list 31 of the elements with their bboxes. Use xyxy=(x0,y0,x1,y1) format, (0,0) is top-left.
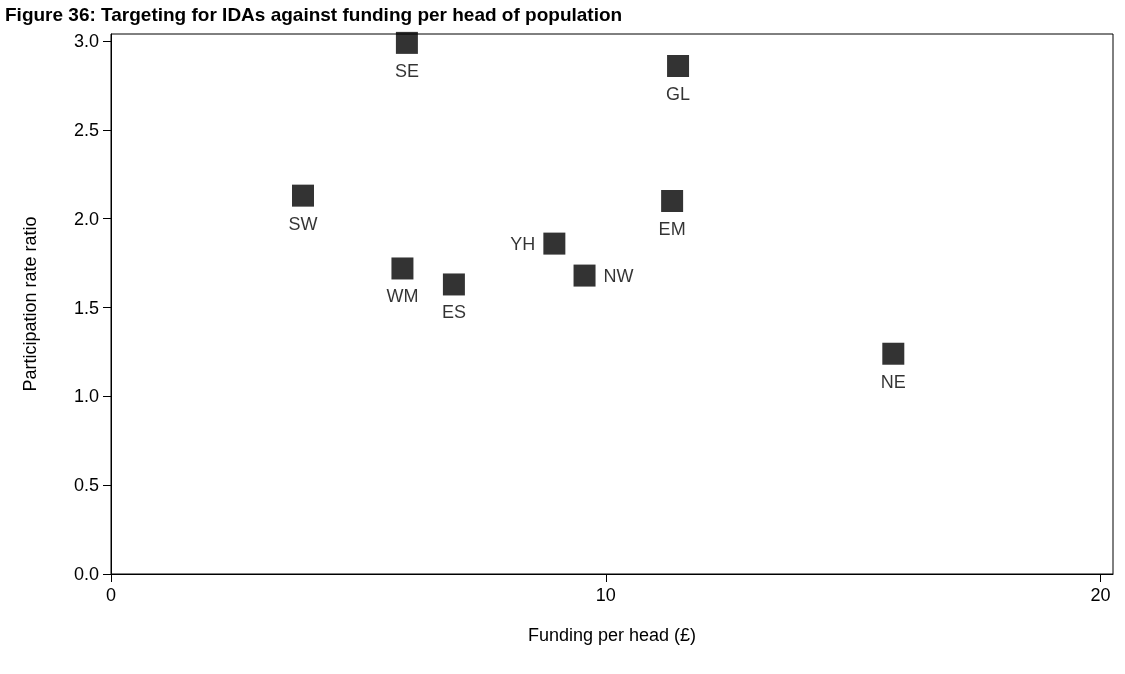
x-tick-label: 10 xyxy=(595,585,616,605)
y-axis-title: Participation rate ratio xyxy=(20,216,40,392)
data-label: GL xyxy=(666,83,691,104)
point xyxy=(442,273,465,296)
data-label: NE xyxy=(880,371,906,392)
point xyxy=(543,232,566,255)
point xyxy=(667,54,690,77)
y-tick-label: 2.5 xyxy=(73,119,99,140)
data-label: SE xyxy=(394,60,419,81)
x-axis-title: Funding per head (£) xyxy=(527,625,697,645)
x-tick-label: 20 xyxy=(1090,585,1111,605)
data-label: EM xyxy=(658,218,686,239)
data-label: NW xyxy=(603,265,634,286)
y-tick-label: 2.0 xyxy=(73,208,99,229)
y-tick-label: 1.0 xyxy=(73,386,99,407)
point xyxy=(291,184,314,207)
data-label: ES xyxy=(441,302,466,323)
data-label: YH xyxy=(510,233,536,254)
y-tick-label: 0.0 xyxy=(73,564,99,584)
chart-title: Figure 36: Targeting for IDAs against funding per head of population xyxy=(5,4,623,25)
y-tick-label: 1.5 xyxy=(73,297,99,318)
point xyxy=(661,189,684,212)
data-label: SW xyxy=(288,213,318,234)
point xyxy=(882,342,905,365)
y-tick-label: 0.5 xyxy=(73,475,99,496)
y-tick-label: 3.0 xyxy=(73,31,99,52)
x-tick-label: 0 xyxy=(105,585,117,605)
point xyxy=(573,264,596,287)
data-label: WM xyxy=(386,286,419,307)
point xyxy=(391,257,414,280)
point xyxy=(395,31,418,54)
